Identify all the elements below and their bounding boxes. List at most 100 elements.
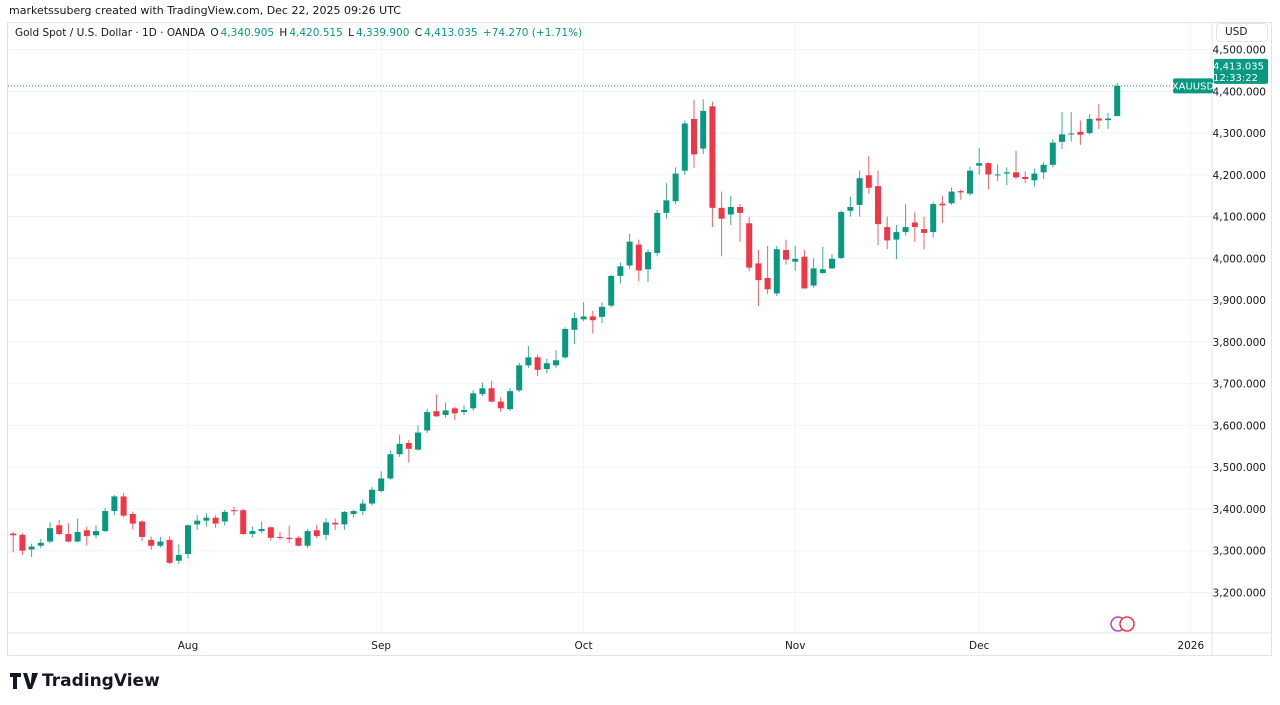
candle-up[interactable] xyxy=(525,346,532,368)
candle-down[interactable] xyxy=(433,394,440,418)
candle-down[interactable] xyxy=(939,195,946,223)
candle-down[interactable] xyxy=(764,245,771,294)
candle-down[interactable] xyxy=(985,162,992,190)
candle-up[interactable] xyxy=(1068,112,1075,142)
candle-down[interactable] xyxy=(295,536,302,547)
candle-down[interactable] xyxy=(1095,103,1102,129)
candle-up[interactable] xyxy=(157,536,164,548)
candle-down[interactable] xyxy=(451,406,458,421)
candle-up[interactable] xyxy=(470,389,477,411)
candle-up[interactable] xyxy=(948,187,955,205)
candle-up[interactable] xyxy=(1086,114,1093,135)
candle-down[interactable] xyxy=(921,216,927,250)
candle-down[interactable] xyxy=(691,99,697,168)
candle-down[interactable] xyxy=(589,310,596,334)
candle-down[interactable] xyxy=(755,250,762,306)
candle-up[interactable] xyxy=(654,209,661,257)
candle-up[interactable] xyxy=(185,524,191,559)
candle-up[interactable] xyxy=(626,233,633,269)
candle-up[interactable] xyxy=(967,166,973,196)
candle-up[interactable] xyxy=(28,543,35,557)
candle-down[interactable] xyxy=(957,189,964,200)
candle-down[interactable] xyxy=(746,216,753,271)
candle-up[interactable] xyxy=(516,362,523,393)
candle-down[interactable] xyxy=(865,156,872,194)
tradingview-logo[interactable]: TradingView xyxy=(10,671,160,691)
candle-down[interactable] xyxy=(166,536,173,565)
candle-down[interactable] xyxy=(286,525,293,544)
candle-up[interactable] xyxy=(727,195,734,225)
candle-up[interactable] xyxy=(258,521,265,534)
candle-down[interactable] xyxy=(875,170,881,246)
candle-down[interactable] xyxy=(120,493,127,517)
candle-up[interactable] xyxy=(1049,139,1056,168)
candle-up[interactable] xyxy=(37,539,44,549)
candle-down[interactable] xyxy=(534,354,541,377)
candle-up[interactable] xyxy=(203,513,210,527)
candle-down[interactable] xyxy=(737,204,743,242)
flag-icons[interactable] xyxy=(1110,616,1135,632)
candle-up[interactable] xyxy=(543,358,550,374)
candle-up[interactable] xyxy=(359,499,366,516)
currency-button[interactable]: USD xyxy=(1216,23,1268,42)
candle-down[interactable] xyxy=(635,239,642,282)
candle-down[interactable] xyxy=(718,191,725,257)
candle-down[interactable] xyxy=(139,520,145,542)
candle-down[interactable] xyxy=(83,526,90,546)
candle-up[interactable] xyxy=(415,425,421,451)
candle-up[interactable] xyxy=(930,202,937,238)
candle-up[interactable] xyxy=(893,224,900,260)
candle-up[interactable] xyxy=(194,515,201,530)
candle-up[interactable] xyxy=(341,511,348,530)
candle-up[interactable] xyxy=(378,471,385,493)
candle-up[interactable] xyxy=(599,302,605,324)
candle-up[interactable] xyxy=(93,525,99,539)
candle-down[interactable] xyxy=(405,440,412,463)
candle-down[interactable] xyxy=(56,519,63,535)
candle-down[interactable] xyxy=(1022,171,1029,184)
candle-up[interactable] xyxy=(424,408,431,433)
candle-down[interactable] xyxy=(10,531,17,553)
candle-up[interactable] xyxy=(442,402,449,418)
candle-up[interactable] xyxy=(847,196,854,217)
candle-up[interactable] xyxy=(479,382,486,397)
candle-down[interactable] xyxy=(65,523,72,543)
candle-up[interactable] xyxy=(387,450,394,480)
candle-up[interactable] xyxy=(323,518,329,541)
candle-down[interactable] xyxy=(801,250,808,289)
candle-up[interactable] xyxy=(672,167,679,205)
candle-down[interactable] xyxy=(332,518,339,530)
candle-up[interactable] xyxy=(994,164,1001,182)
candle-down[interactable] xyxy=(709,101,716,228)
candle-down[interactable] xyxy=(267,526,274,541)
candle-up[interactable] xyxy=(507,387,513,411)
candle-down[interactable] xyxy=(1013,150,1019,180)
candle-up[interactable] xyxy=(645,249,651,282)
candle-up[interactable] xyxy=(856,170,863,217)
candle-up[interactable] xyxy=(608,275,615,308)
candle-down[interactable] xyxy=(497,397,504,413)
candle-down[interactable] xyxy=(884,216,891,250)
candle-down[interactable] xyxy=(1077,120,1084,145)
candle-up[interactable] xyxy=(1003,167,1010,186)
candle-down[interactable] xyxy=(488,380,495,403)
candle-down[interactable] xyxy=(212,515,219,528)
candle-down[interactable] xyxy=(277,531,283,540)
candle-up[interactable] xyxy=(47,522,53,544)
candle-up[interactable] xyxy=(810,258,817,288)
candle-down[interactable] xyxy=(911,212,918,242)
candle-up[interactable] xyxy=(350,509,357,518)
candle-up[interactable] xyxy=(819,246,826,275)
candle-down[interactable] xyxy=(231,506,237,516)
candle-up[interactable] xyxy=(700,99,707,154)
candle-up[interactable] xyxy=(396,434,403,457)
candle-down[interactable] xyxy=(783,239,789,265)
candle-up[interactable] xyxy=(681,120,688,175)
candle-up[interactable] xyxy=(902,204,909,236)
candle-up[interactable] xyxy=(553,350,559,368)
candle-up[interactable] xyxy=(1031,168,1038,187)
symbol-title[interactable]: Gold Spot / U.S. Dollar · 1D · OANDA xyxy=(15,27,206,39)
candle-up[interactable] xyxy=(838,210,845,260)
candle-up[interactable] xyxy=(175,544,182,565)
